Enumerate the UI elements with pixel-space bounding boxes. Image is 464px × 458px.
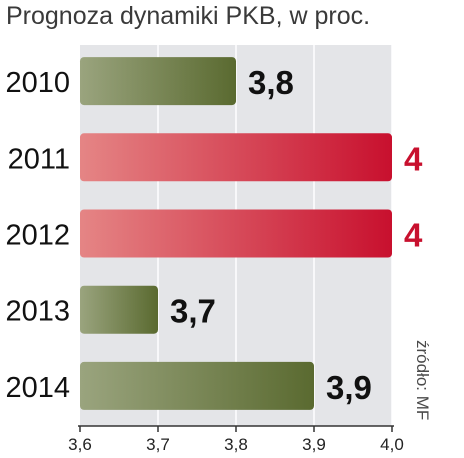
x-tick-label: 4,0 (380, 435, 404, 454)
chart-title: Prognoza dynamiki PKB, w proc. (6, 2, 371, 30)
bar-2011 (80, 133, 392, 182)
x-tick-label: 3,9 (302, 435, 326, 454)
value-label: 4 (404, 140, 423, 177)
x-tick-label: 3,6 (68, 435, 92, 454)
value-label: 3,9 (326, 369, 372, 406)
bar-2014 (80, 361, 314, 410)
x-tick-label: 3,8 (224, 435, 248, 454)
category-label: 2010 (5, 67, 70, 99)
category-label: 2011 (8, 143, 70, 175)
category-label: 2012 (5, 220, 70, 252)
bar-2010 (80, 57, 236, 106)
value-label: 3,8 (248, 64, 294, 101)
category-label: 2014 (5, 372, 70, 404)
category-label: 2013 (5, 296, 70, 328)
value-label: 4 (404, 217, 423, 254)
value-label: 3,7 (170, 293, 216, 330)
bar-2013 (80, 285, 158, 334)
x-tick-label: 3,7 (146, 435, 170, 454)
source-note: źródło: MF (413, 340, 432, 421)
bar-2012 (80, 209, 392, 258)
